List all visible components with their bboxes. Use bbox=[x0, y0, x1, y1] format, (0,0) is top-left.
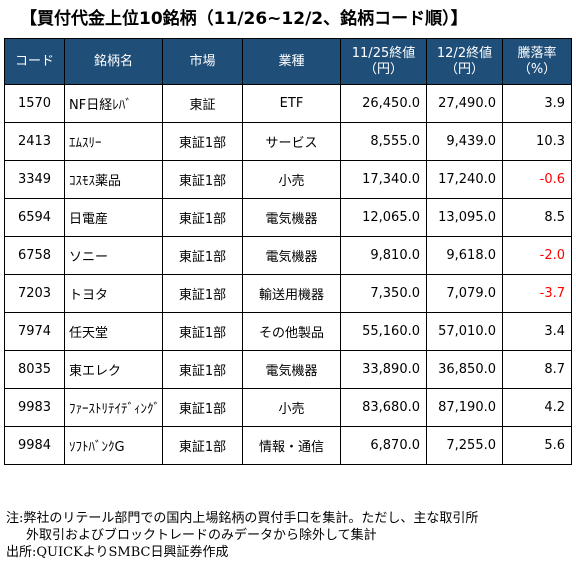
cell-price-1125: 83,680.0 bbox=[340, 388, 427, 427]
cell-code: 9983 bbox=[4, 388, 65, 427]
table-row: 7203 トヨタ 東証1部 輸送用機器 7,350.0 7,079.0 -3.7 bbox=[4, 274, 572, 313]
cell-change: -0.6 bbox=[502, 160, 572, 199]
cell-market: 東証1部 bbox=[162, 122, 243, 161]
cell-price-122: 7,255.0 bbox=[426, 426, 503, 465]
cell-code: 6594 bbox=[4, 198, 65, 237]
cell-name: 東エレク bbox=[64, 350, 163, 389]
cell-code: 7203 bbox=[4, 274, 65, 313]
note-line-2: 外取引およびブロックトレードのみデータから除外して集計 bbox=[26, 528, 377, 543]
cell-industry: 電気機器 bbox=[242, 350, 341, 389]
cell-market: 東証1部 bbox=[162, 388, 243, 427]
cell-name: 任天堂 bbox=[64, 312, 163, 351]
header-price-122-line1: 12/2終値 bbox=[436, 45, 493, 61]
cell-change: 8.7 bbox=[502, 350, 572, 389]
cell-industry: 輸送用機器 bbox=[242, 274, 341, 313]
cell-name: NF日経ﾚﾊﾞ bbox=[64, 84, 163, 123]
table-row: 9984 ｿﾌﾄﾊﾞﾝｸG 東証1部 情報・通信 6,870.0 7,255.0 5.6 bbox=[4, 426, 572, 465]
cell-market: 東証1部 bbox=[162, 236, 243, 275]
cell-change: 10.3 bbox=[502, 122, 572, 161]
table-row: 2413 ｴﾑｽﾘｰ 東証1部 サービス 8,555.0 9,439.0 10.3 bbox=[4, 122, 572, 161]
header-industry: 業種 bbox=[242, 38, 341, 85]
cell-price-122: 13,095.0 bbox=[426, 198, 503, 237]
header-row: コード 銘柄名 市場 業種 11/25終値 （円） 12/2終値 （円） 騰落率… bbox=[4, 38, 572, 85]
cell-price-122: 9,439.0 bbox=[426, 122, 503, 161]
cell-price-1125: 6,870.0 bbox=[340, 426, 427, 465]
header-change-line1: 騰落率 bbox=[517, 45, 557, 61]
cell-price-122: 36,850.0 bbox=[426, 350, 503, 389]
cell-market: 東証1部 bbox=[162, 312, 243, 351]
header-price-1125-line1: 11/25終値 bbox=[351, 45, 416, 61]
cell-change: -3.7 bbox=[502, 274, 572, 313]
cell-code: 8035 bbox=[4, 350, 65, 389]
cell-industry: その他製品 bbox=[242, 312, 341, 351]
cell-price-122: 17,240.0 bbox=[426, 160, 503, 199]
cell-name: 日電産 bbox=[64, 198, 163, 237]
cell-name: ｿﾌﾄﾊﾞﾝｸG bbox=[64, 426, 163, 465]
table-row: 1570 NF日経ﾚﾊﾞ 東証 ETF 26,450.0 27,490.0 3.9 bbox=[4, 84, 572, 123]
table-row: 6594 日電産 東証1部 電気機器 12,065.0 13,095.0 8.5 bbox=[4, 198, 572, 237]
table-row: 8035 東エレク 東証1部 電気機器 33,890.0 36,850.0 8.7 bbox=[4, 350, 572, 389]
cell-price-122: 9,618.0 bbox=[426, 236, 503, 275]
cell-market: 東証1部 bbox=[162, 426, 243, 465]
cell-price-122: 87,190.0 bbox=[426, 388, 503, 427]
cell-price-122: 7,079.0 bbox=[426, 274, 503, 313]
cell-name: トヨタ bbox=[64, 274, 163, 313]
cell-price-1125: 12,065.0 bbox=[340, 198, 427, 237]
cell-code: 6758 bbox=[4, 236, 65, 275]
table-row: 6758 ソニー 東証1部 電気機器 9,810.0 9,618.0 -2.0 bbox=[4, 236, 572, 275]
cell-change: 5.6 bbox=[502, 426, 572, 465]
cell-price-122: 27,490.0 bbox=[426, 84, 503, 123]
header-price-1125: 11/25終値 （円） bbox=[340, 38, 427, 85]
source-line: 出所:QUICKよりSMBC日興証券作成 bbox=[6, 545, 229, 560]
cell-name: ソニー bbox=[64, 236, 163, 275]
header-change: 騰落率 （%） bbox=[502, 38, 572, 85]
header-change-line2: （%） bbox=[517, 61, 557, 77]
header-code: コード bbox=[4, 38, 65, 85]
cell-industry: 小売 bbox=[242, 160, 341, 199]
cell-change: 4.2 bbox=[502, 388, 572, 427]
cell-industry: 小売 bbox=[242, 388, 341, 427]
cell-name: ﾌｧｰｽﾄﾘﾃｲﾃﾞｨﾝｸﾞ bbox=[64, 388, 163, 427]
cell-market: 東証 bbox=[162, 84, 243, 123]
cell-name: ｴﾑｽﾘｰ bbox=[64, 122, 163, 161]
cell-industry: 電気機器 bbox=[242, 236, 341, 275]
cell-code: 2413 bbox=[4, 122, 65, 161]
header-price-1125-line2: （円） bbox=[363, 61, 403, 77]
cell-market: 東証1部 bbox=[162, 198, 243, 237]
cell-price-122: 57,010.0 bbox=[426, 312, 503, 351]
cell-change: 3.9 bbox=[502, 84, 572, 123]
cell-change: 8.5 bbox=[502, 198, 572, 237]
table-row: 7974 任天堂 東証1部 その他製品 55,160.0 57,010.0 3.4 bbox=[4, 312, 572, 351]
cell-industry: 情報・通信 bbox=[242, 426, 341, 465]
header-price-122-line2: （円） bbox=[444, 61, 484, 77]
cell-price-1125: 55,160.0 bbox=[340, 312, 427, 351]
page-title: 【買付代金上位10銘柄（11/26~12/2、銘柄コード順）】 bbox=[20, 9, 468, 29]
cell-market: 東証1部 bbox=[162, 350, 243, 389]
cell-industry: 電気機器 bbox=[242, 198, 341, 237]
cell-price-1125: 17,340.0 bbox=[340, 160, 427, 199]
cell-code: 1570 bbox=[4, 84, 65, 123]
cell-industry: サービス bbox=[242, 122, 341, 161]
cell-code: 7974 bbox=[4, 312, 65, 351]
cell-change: 3.4 bbox=[502, 312, 572, 351]
cell-name: ｺｽﾓｽ薬品 bbox=[64, 160, 163, 199]
cell-price-1125: 9,810.0 bbox=[340, 236, 427, 275]
cell-price-1125: 26,450.0 bbox=[340, 84, 427, 123]
cell-industry: ETF bbox=[242, 84, 341, 123]
table-row: 9983 ﾌｧｰｽﾄﾘﾃｲﾃﾞｨﾝｸﾞ 東証1部 小売 83,680.0 87,190.0… bbox=[4, 388, 572, 427]
cell-code: 9984 bbox=[4, 426, 65, 465]
note-line-1: 注:弊社のリテール部門での国内上場銘柄の買付手口を集計。ただし、主な取引所 bbox=[6, 511, 479, 526]
cell-price-1125: 33,890.0 bbox=[340, 350, 427, 389]
header-price-122: 12/2終値 （円） bbox=[426, 38, 503, 85]
cell-price-1125: 7,350.0 bbox=[340, 274, 427, 313]
cell-market: 東証1部 bbox=[162, 160, 243, 199]
cell-code: 3349 bbox=[4, 160, 65, 199]
header-name: 銘柄名 bbox=[64, 38, 163, 85]
cell-price-1125: 8,555.0 bbox=[340, 122, 427, 161]
table-row: 3349 ｺｽﾓｽ薬品 東証1部 小売 17,340.0 17,240.0 -0.6 bbox=[4, 160, 572, 199]
header-market: 市場 bbox=[162, 38, 243, 85]
cell-change: -2.0 bbox=[502, 236, 572, 275]
top10-table: コード 銘柄名 市場 業種 11/25終値 （円） 12/2終値 （円） 騰落率… bbox=[4, 38, 572, 465]
cell-market: 東証1部 bbox=[162, 274, 243, 313]
